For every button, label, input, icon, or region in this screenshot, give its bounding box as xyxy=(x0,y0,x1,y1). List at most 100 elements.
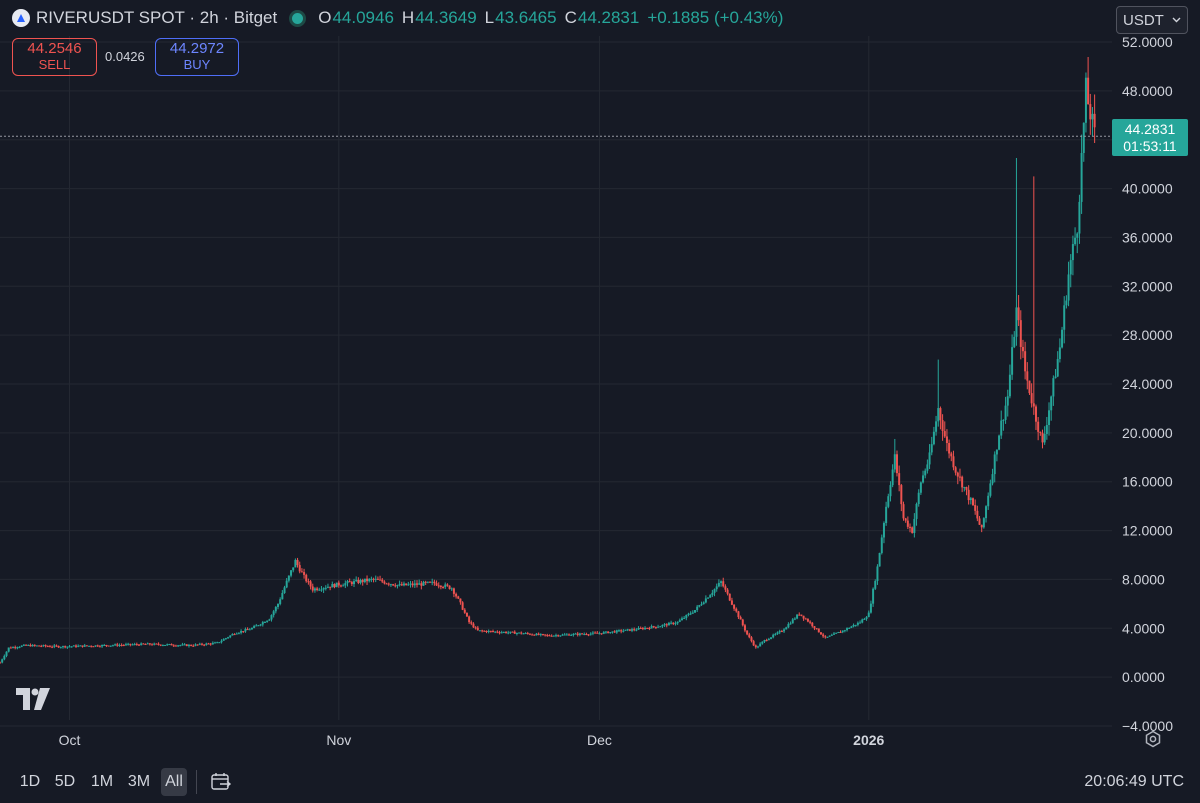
candle-body xyxy=(711,592,714,596)
candle-body xyxy=(804,618,807,620)
candle-body xyxy=(259,624,262,626)
candle-body xyxy=(961,476,964,488)
candle-body xyxy=(898,473,901,486)
symbol-title[interactable]: RIVERUSDT SPOT · 2h · Bitget xyxy=(36,8,278,27)
candle-body xyxy=(585,634,588,636)
candle-body xyxy=(1039,431,1042,433)
candle-body xyxy=(709,595,712,598)
candle-body xyxy=(848,627,851,629)
candle-body xyxy=(561,634,564,636)
candle-body xyxy=(644,627,647,630)
candle-body xyxy=(919,482,922,493)
candle-body xyxy=(811,622,814,627)
candle-body xyxy=(200,643,203,645)
candle-body xyxy=(138,644,140,646)
candle-body xyxy=(570,634,573,636)
candle-body xyxy=(88,645,91,647)
candle-body xyxy=(3,655,6,660)
candle-body xyxy=(743,625,746,631)
candle-body xyxy=(14,647,17,649)
range-5d-button[interactable]: 5D xyxy=(54,773,76,790)
tradingview-logo-icon[interactable] xyxy=(16,688,52,710)
candle-body xyxy=(207,643,210,645)
candle-body xyxy=(635,629,638,631)
candle-body xyxy=(939,408,942,421)
candle-body xyxy=(222,639,225,641)
candle-body xyxy=(932,431,935,445)
candle-body xyxy=(396,584,399,587)
candle-body xyxy=(277,603,279,607)
candle-body xyxy=(913,518,916,533)
candle-body xyxy=(16,647,19,649)
sell-button[interactable]: 44.2546 SELL xyxy=(12,38,97,76)
candle-body xyxy=(205,643,208,645)
candle-body xyxy=(604,631,607,633)
candle-body xyxy=(1037,421,1040,432)
candle-body xyxy=(248,629,251,631)
candle-body xyxy=(164,644,167,646)
candle-body xyxy=(828,635,831,637)
candle-body xyxy=(55,645,58,647)
candle-body xyxy=(211,642,214,645)
candle-body xyxy=(339,585,342,587)
candle-body xyxy=(737,611,740,618)
y-tick-label: 8.0000 xyxy=(1122,571,1165,587)
candle-body xyxy=(498,632,501,634)
candle-body xyxy=(64,646,67,648)
candle-body xyxy=(972,498,974,506)
candle-body xyxy=(531,634,534,636)
candle-body xyxy=(285,580,288,588)
candle-body xyxy=(1074,237,1077,245)
candle-body xyxy=(670,622,673,624)
currency-select[interactable]: USDT xyxy=(1116,6,1188,34)
candle-body xyxy=(298,565,301,572)
symbol-logo-icon[interactable] xyxy=(12,9,30,27)
range-all-button[interactable]: All xyxy=(161,768,187,796)
candle-body xyxy=(691,612,694,614)
candle-body xyxy=(909,526,912,528)
y-tick-label: 16.0000 xyxy=(1122,474,1173,490)
range-1d-button[interactable]: 1D xyxy=(19,773,41,790)
candle-body xyxy=(715,586,718,590)
candle-body xyxy=(724,586,727,590)
candle-body xyxy=(177,645,180,647)
calendar-range-icon[interactable] xyxy=(210,772,232,792)
candle-body xyxy=(557,635,560,637)
candle-body xyxy=(392,584,395,586)
candle-body xyxy=(448,585,451,589)
x-tick-label: Nov xyxy=(326,732,351,748)
range-3m-button[interactable]: 3M xyxy=(127,773,151,790)
candle-body xyxy=(928,452,931,465)
candle-body xyxy=(431,581,434,583)
candle-body xyxy=(402,583,405,586)
candle-body xyxy=(353,581,356,585)
candle-body xyxy=(882,523,885,538)
candle-body xyxy=(457,596,460,599)
candle-body xyxy=(830,634,833,636)
candle-body xyxy=(489,630,492,632)
candle-body xyxy=(835,632,838,634)
candle-body xyxy=(1002,419,1005,421)
candle-body xyxy=(1084,77,1087,123)
candle-body xyxy=(602,632,605,634)
candle-body xyxy=(780,631,783,633)
candle-body xyxy=(967,489,970,501)
candle-body xyxy=(394,585,397,587)
candle-body xyxy=(389,584,392,586)
candle-body xyxy=(759,643,762,647)
candle-body xyxy=(876,566,879,582)
low-label: L xyxy=(484,8,495,27)
candle-body xyxy=(583,634,586,636)
candle-body xyxy=(420,583,423,586)
candle-body xyxy=(694,610,696,613)
candle-body xyxy=(941,420,944,432)
candle-body xyxy=(748,634,751,638)
candle-body xyxy=(819,632,822,635)
candle-body xyxy=(381,579,384,582)
range-1m-button[interactable]: 1M xyxy=(90,773,114,790)
buy-button[interactable]: 44.2972 BUY xyxy=(155,38,239,76)
candle-body xyxy=(863,618,866,620)
candle-body xyxy=(114,644,117,646)
settings-icon[interactable] xyxy=(1144,730,1162,748)
